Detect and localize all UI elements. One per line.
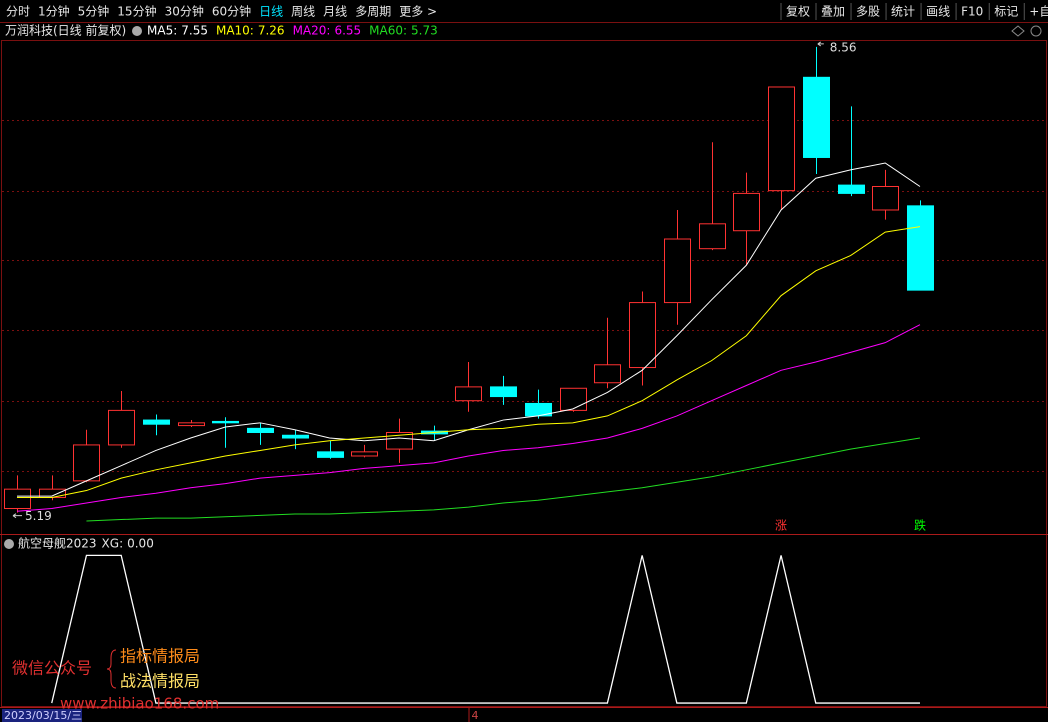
legend-name: MA20: bbox=[293, 24, 331, 38]
signal-label: 涨 bbox=[775, 518, 787, 533]
legend-name: MA10: bbox=[216, 24, 254, 38]
candle-body-down bbox=[247, 427, 274, 433]
legend-name: MA5: bbox=[147, 24, 177, 38]
diamond-icon[interactable] bbox=[1011, 25, 1025, 37]
period-tab[interactable]: 月线 bbox=[323, 5, 347, 19]
candle-body-down bbox=[803, 76, 830, 158]
low-arrow bbox=[12, 513, 22, 519]
tool-button[interactable]: 叠加 bbox=[821, 5, 845, 19]
candle-body-up bbox=[4, 488, 31, 510]
legend-value: 0.00 bbox=[127, 537, 154, 551]
period-tab[interactable]: 30分钟 bbox=[165, 4, 204, 19]
candle-body-up bbox=[386, 431, 413, 450]
period-tab[interactable]: 更多 > bbox=[399, 5, 437, 19]
panel-border bbox=[1, 40, 1047, 707]
header-icons bbox=[4, 25, 1042, 549]
period-tab[interactable]: 1分钟 bbox=[38, 4, 70, 19]
ma-line bbox=[86, 437, 921, 522]
tool-button[interactable]: 复权 bbox=[786, 5, 810, 19]
high-arrow bbox=[817, 41, 824, 47]
watermark-brace bbox=[106, 649, 117, 689]
ma-line bbox=[17, 226, 921, 498]
candle-body-up bbox=[73, 444, 100, 482]
tool-button[interactable]: 统计 bbox=[891, 5, 915, 19]
tool-button[interactable]: 画线 bbox=[926, 5, 950, 19]
watermark-account: 微信公众号 bbox=[12, 659, 92, 678]
indicator-icon[interactable] bbox=[4, 539, 14, 549]
candle-body-up bbox=[351, 451, 378, 457]
period-tab[interactable]: 5分钟 bbox=[78, 4, 110, 19]
candle-body-up bbox=[768, 86, 795, 192]
high-label: 8.56 bbox=[830, 40, 857, 54]
candle-body-up bbox=[664, 238, 691, 304]
candle-body-up bbox=[629, 302, 656, 369]
x-date-label: 2023/03/15/三 bbox=[4, 709, 82, 722]
period-tab[interactable]: 60分钟 bbox=[212, 4, 251, 19]
candle-body-up bbox=[178, 422, 205, 427]
candle-body-up bbox=[108, 409, 135, 446]
legend-value: 5.73 bbox=[411, 24, 438, 38]
settings-icon[interactable] bbox=[132, 26, 142, 36]
candle-body-down bbox=[490, 386, 517, 398]
candle-body-up bbox=[733, 192, 760, 232]
indicator-title: 航空母舰2023 bbox=[18, 536, 97, 551]
candle-body-down bbox=[907, 205, 934, 291]
candle-body-down bbox=[838, 184, 865, 194]
period-tab[interactable]: 日线 bbox=[259, 5, 283, 19]
signal-label: 跌 bbox=[914, 518, 926, 533]
tool-button[interactable]: +自 bbox=[1029, 5, 1048, 19]
candle-body-down bbox=[212, 420, 239, 424]
date-box bbox=[2, 709, 82, 722]
ma-line bbox=[16, 324, 921, 512]
period-tab[interactable]: 分时 bbox=[6, 5, 30, 19]
period-tab[interactable]: 周线 bbox=[291, 5, 315, 19]
candle-body-up bbox=[560, 387, 587, 411]
period-tab[interactable]: 多周期 bbox=[355, 5, 391, 19]
chart-title: 万润科技(日线 前复权) bbox=[5, 23, 126, 38]
x-tick-label: 4 bbox=[471, 709, 478, 722]
candle-body-down bbox=[282, 434, 309, 439]
candle-body-down bbox=[317, 451, 344, 458]
watermark-name: 指标情报局 bbox=[120, 647, 200, 666]
tool-button[interactable]: 多股 bbox=[856, 5, 880, 19]
indicator-line bbox=[51, 554, 920, 704]
candle-body-down bbox=[143, 419, 170, 425]
candle-body-up bbox=[594, 364, 621, 384]
legend-name: XG: bbox=[102, 537, 124, 551]
legend-value: 6.55 bbox=[334, 24, 361, 38]
legend-value: 7.55 bbox=[181, 24, 208, 38]
candle-body-up bbox=[699, 223, 726, 250]
circle-icon[interactable] bbox=[1030, 25, 1042, 37]
candle-body-up bbox=[872, 185, 899, 211]
watermark-url: www.zhibiao168.com bbox=[60, 695, 219, 713]
candle-body-up bbox=[455, 386, 482, 402]
legend-name: MA60: bbox=[369, 24, 407, 38]
period-tab[interactable]: 15分钟 bbox=[117, 4, 156, 19]
watermark-name: 战法情报局 bbox=[120, 672, 200, 691]
low-label: 5.19 bbox=[25, 509, 52, 523]
legend-value: 7.26 bbox=[258, 24, 285, 38]
tool-button[interactable]: 标记 bbox=[994, 5, 1018, 19]
tool-button[interactable]: F10 bbox=[961, 5, 983, 19]
